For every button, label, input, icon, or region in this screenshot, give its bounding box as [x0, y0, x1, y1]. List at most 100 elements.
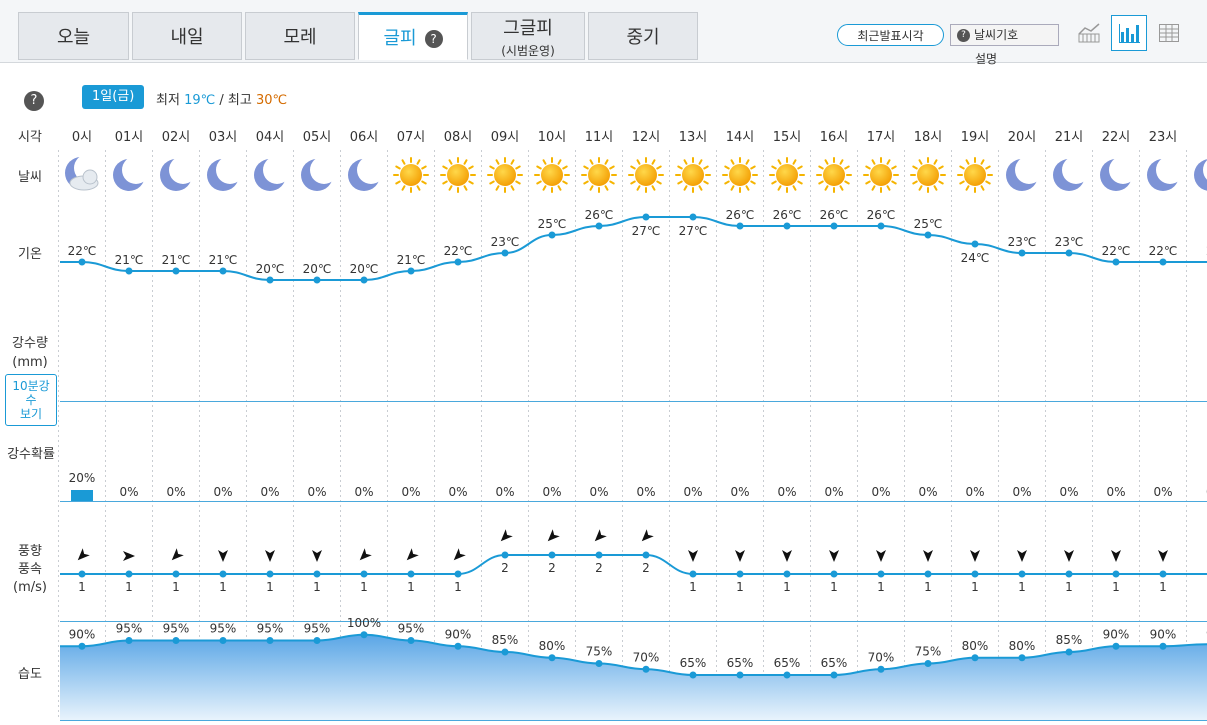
- wind-speed-label: 1: [783, 580, 791, 594]
- wind-direction-icon: [265, 550, 275, 562]
- wind-point: [689, 570, 697, 578]
- moon-icon: [1100, 159, 1132, 191]
- temperature-point: [548, 231, 556, 239]
- sun-icon: [957, 157, 993, 193]
- temperature-point: [219, 267, 227, 275]
- row-label-temp: 기온: [18, 247, 42, 262]
- humidity-point: [219, 637, 227, 644]
- tab-today[interactable]: 오늘: [18, 12, 129, 60]
- moon-icon: [1053, 159, 1085, 191]
- temperature-point: [454, 258, 462, 266]
- tab-three-days-after[interactable]: 그글피 (시범운영): [471, 12, 585, 60]
- hour-label: 17시: [866, 130, 896, 145]
- wind-direction-icon: [735, 550, 745, 562]
- wind-point: [830, 570, 838, 578]
- tab-label: 모레: [283, 27, 317, 48]
- wind-speed-label: 1: [1159, 580, 1167, 594]
- hour-label: 03시: [208, 130, 238, 145]
- humidity-label: 95%: [210, 622, 237, 636]
- precip-label: 20%: [69, 471, 96, 485]
- temperature-label: 21℃: [162, 253, 191, 267]
- temperature-label: 22℃: [1149, 244, 1178, 258]
- wind-speed-label: 1: [736, 580, 744, 594]
- bar-graph-view-button[interactable]: [1111, 15, 1147, 51]
- hour-label: 21시: [1054, 130, 1084, 145]
- temperature-label: 24℃: [961, 251, 990, 265]
- wind-point: [1159, 570, 1167, 578]
- rain-label-2: (mm): [12, 355, 48, 370]
- wind-speed-label: 2: [595, 561, 603, 575]
- temperature-point: [360, 276, 368, 284]
- humidity-label: 90%: [445, 627, 472, 641]
- table-icon: [1159, 24, 1179, 42]
- wind-direction-icon: [312, 550, 322, 562]
- recent-release-button[interactable]: 최근발표시각: [837, 24, 944, 46]
- wind-speed-label: 1: [125, 580, 133, 594]
- temperature-label: 25℃: [538, 217, 567, 231]
- humidity-label: 75%: [586, 645, 613, 659]
- wind-point: [501, 551, 509, 559]
- wind-point: [783, 570, 791, 578]
- moon-icon: [301, 159, 333, 191]
- ten-min-label-2: 수: [25, 393, 37, 407]
- precip-label: 0%: [1059, 485, 1078, 499]
- precip-label: 0%: [495, 485, 514, 499]
- forecast-tab-bar: 오늘 내일 모레 글피? 그글피 (시범운영) 중기 최근발표시각 ? 날씨기호 …: [0, 0, 1207, 66]
- humidity-point: [548, 654, 556, 662]
- humidity-point: [689, 671, 697, 679]
- humidity-point: [783, 671, 791, 679]
- moon-icon: [254, 159, 286, 191]
- help-icon[interactable]: ?: [424, 30, 443, 48]
- temperature-label: 21℃: [397, 253, 426, 267]
- wind-speed-label: 1: [1112, 580, 1120, 594]
- humidity-point: [266, 637, 274, 644]
- humidity-label: 100%: [347, 616, 381, 630]
- temperature-point: [407, 267, 415, 275]
- humidity-label: 80%: [1009, 639, 1036, 653]
- ten-minute-rain-button[interactable]: 10분강 수 보기: [5, 374, 57, 426]
- humidity-point: [1065, 648, 1073, 656]
- hour-label: 19시: [960, 130, 990, 145]
- temperature-label: 26℃: [773, 208, 802, 222]
- night-partly-cloudy-icon: [65, 157, 99, 191]
- wind-point: [313, 570, 321, 578]
- moon-icon: [1194, 159, 1207, 191]
- help-icon[interactable]: ?: [24, 91, 44, 111]
- weather-symbol-button[interactable]: ? 날씨기호: [950, 24, 1059, 46]
- temperature-point: [1112, 258, 1120, 266]
- tab-day-after[interactable]: 모레: [245, 12, 355, 60]
- precip-label: 0%: [636, 485, 655, 499]
- humidity-point: [595, 660, 603, 667]
- humidity-label: 85%: [492, 633, 519, 647]
- precip-label: 0%: [589, 485, 608, 499]
- wind-direction-icon: [641, 529, 654, 542]
- tab-two-days-after[interactable]: 글피?: [358, 12, 468, 60]
- sun-icon: [534, 157, 570, 193]
- precip-label: 0%: [1012, 485, 1031, 499]
- humidity-point: [360, 631, 368, 639]
- wind-direction-icon: [782, 550, 792, 562]
- hour-label: 22시: [1101, 130, 1131, 145]
- wind-point: [1065, 570, 1073, 578]
- hour-label: 11시: [584, 130, 614, 145]
- temperature-label: 20℃: [303, 262, 332, 276]
- humidity-label: 85%: [1056, 633, 1083, 647]
- sun-icon: [722, 157, 758, 193]
- table-view-button[interactable]: [1151, 15, 1187, 51]
- wind-speed-label: 1: [1018, 580, 1026, 594]
- tab-mid-term[interactable]: 중기: [588, 12, 698, 60]
- tab-tomorrow[interactable]: 내일: [132, 12, 242, 60]
- bar-graph-icon: [1119, 24, 1140, 43]
- min-label: 최저: [156, 93, 180, 108]
- line-graph-view-button[interactable]: [1071, 15, 1107, 51]
- wind-speed-label: 1: [454, 580, 462, 594]
- humidity-point: [1018, 654, 1026, 662]
- humidity-label: 80%: [962, 639, 989, 653]
- sun-icon: [440, 157, 476, 193]
- wind-direction-icon: [547, 529, 560, 542]
- temperature-point: [971, 240, 979, 248]
- weather-symbol-sub: 설명: [975, 52, 998, 66]
- humidity-point: [736, 671, 744, 679]
- hour-label: 06시: [349, 130, 379, 145]
- temperature-point: [1159, 258, 1167, 266]
